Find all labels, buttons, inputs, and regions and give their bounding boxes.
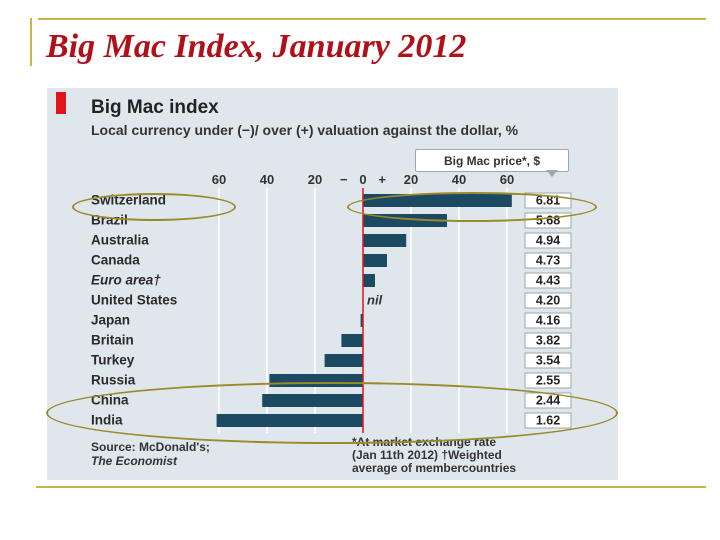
bar-2 bbox=[363, 234, 407, 247]
price-label-4: 4.43 bbox=[536, 274, 560, 288]
bar-8 bbox=[324, 354, 363, 367]
category-label-4: Euro area† bbox=[91, 273, 161, 288]
highlight-ellipse-low-countries bbox=[46, 382, 618, 444]
slide-title: Big Mac Index, January 2012 bbox=[46, 28, 467, 65]
axis-tick-label-0: 60 bbox=[212, 172, 226, 187]
price-label-2: 4.94 bbox=[536, 234, 560, 248]
price-label-6: 4.16 bbox=[536, 314, 560, 328]
category-label-5: United States bbox=[91, 293, 177, 308]
source-note: Source: McDonald's; The Economist bbox=[91, 440, 351, 468]
axis-tick-label-5: + bbox=[378, 172, 386, 187]
axis-tick-label-3: − bbox=[340, 172, 348, 187]
price-label-8: 3.54 bbox=[536, 354, 560, 368]
source-line-2: The Economist bbox=[91, 454, 178, 468]
axis-tick-label-1: 40 bbox=[260, 172, 274, 187]
axis-tick-label-6: 20 bbox=[404, 172, 418, 187]
category-label-2: Australia bbox=[91, 233, 149, 248]
highlight-ellipse-switzerland-bar bbox=[347, 192, 597, 222]
category-label-9: Russia bbox=[91, 373, 136, 388]
bar-7 bbox=[341, 334, 363, 347]
axis-tick-label-4: 0 bbox=[359, 172, 366, 187]
price-column-header: Big Mac price*, $ bbox=[415, 149, 569, 172]
nil-label: nil bbox=[367, 293, 383, 308]
price-box-7 bbox=[524, 332, 572, 349]
highlight-ellipse-switzerland-label bbox=[72, 193, 236, 221]
bar-6 bbox=[360, 314, 363, 327]
price-box-8 bbox=[524, 352, 572, 369]
source-line-1: Source: McDonald's; bbox=[91, 440, 210, 454]
bar-4 bbox=[363, 274, 375, 287]
price-label-5: 4.20 bbox=[536, 294, 560, 308]
price-box-9 bbox=[524, 372, 572, 389]
price-box-5 bbox=[524, 292, 572, 309]
price-box-3 bbox=[524, 252, 572, 269]
bar-3 bbox=[363, 254, 387, 267]
price-label-9: 2.55 bbox=[536, 374, 560, 388]
price-header-pointer bbox=[546, 170, 558, 177]
price-label-3: 4.73 bbox=[536, 254, 560, 268]
category-label-6: Japan bbox=[91, 313, 130, 328]
axis-tick-label-2: 20 bbox=[308, 172, 322, 187]
chart-subtitle: Local currency under (−)/ over (+) valua… bbox=[91, 122, 519, 138]
chart-title: Big Mac index bbox=[91, 97, 219, 118]
economist-red-tab bbox=[56, 92, 66, 114]
footnote-line-2: (Jan 11th 2012) †Weighted bbox=[352, 448, 502, 462]
axis-tick-label-7: 40 bbox=[452, 172, 466, 187]
bottom-divider bbox=[36, 486, 706, 488]
top-left-divider-tick bbox=[30, 18, 32, 66]
price-box-2 bbox=[524, 232, 572, 249]
price-label-7: 3.82 bbox=[536, 334, 560, 348]
category-label-3: Canada bbox=[91, 253, 140, 268]
footnote-line-3: average of membercountries bbox=[352, 461, 517, 475]
top-divider bbox=[38, 18, 706, 20]
category-label-8: Turkey bbox=[91, 353, 135, 368]
price-box-6 bbox=[524, 312, 572, 329]
category-label-7: Britain bbox=[91, 333, 134, 348]
price-box-4 bbox=[524, 272, 572, 289]
axis-tick-label-8: 60 bbox=[500, 172, 514, 187]
